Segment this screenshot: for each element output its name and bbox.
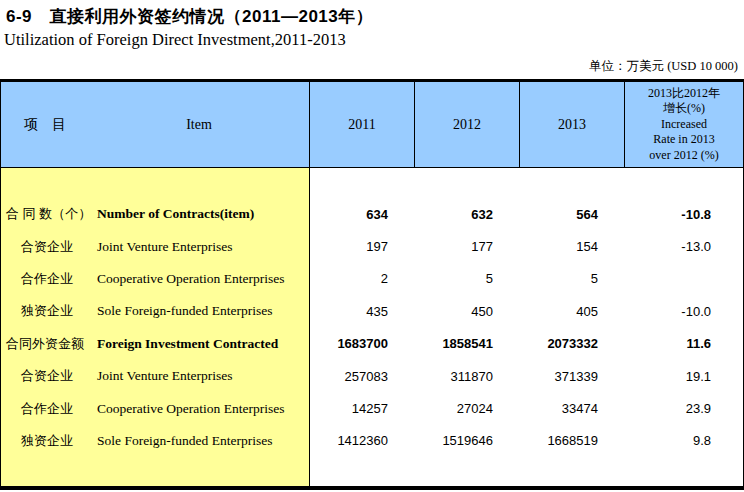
value-growth: 9.8	[624, 433, 743, 448]
value-2013: 154	[519, 239, 624, 254]
table-row: 合作企业 Cooperative Operation Enterprises 1…	[1, 392, 743, 424]
table-row: 独资企业 Sole Foreign-funded Enterprises 435…	[1, 295, 743, 327]
row-label-en: Foreign Investment Contracted	[89, 336, 309, 352]
value-growth: 19.1	[624, 369, 743, 384]
value-growth: 11.6	[624, 336, 743, 351]
value-2012: 177	[414, 239, 519, 254]
row-label-en: Sole Foreign-funded Enterprises	[89, 303, 309, 319]
header-growth-rate: 2013比2012年 增长(%) Increased Rate in 2013 …	[624, 82, 743, 167]
value-growth: -10.8	[624, 207, 743, 222]
header-year-2012: 2012	[414, 82, 519, 167]
value-2013: 371339	[519, 369, 624, 384]
header-growth-line-1: 2013比2012年	[625, 86, 743, 102]
value-2011: 1412360	[309, 433, 414, 448]
table-row: 合作企业 Cooperative Operation Enterprises 2…	[1, 263, 743, 295]
value-2013: 1668519	[519, 433, 624, 448]
value-2012: 5	[414, 271, 519, 286]
row-label-cn: 合资企业	[1, 367, 89, 385]
header-growth-line-5: over 2012 (%)	[625, 148, 743, 164]
row-label-en: Joint Venture Enterprises	[89, 239, 309, 255]
value-2011: 1683700	[309, 336, 414, 351]
row-label-cn: 合作企业	[1, 270, 89, 288]
table-row: 合 同 数（个） Number of Contracts(item) 634 6…	[1, 198, 743, 230]
table-title-chinese: 6-9 直接利用外资签约情况（2011—2013年）	[6, 5, 373, 28]
value-2012: 1858541	[414, 336, 519, 351]
row-label-en: Joint Venture Enterprises	[89, 368, 309, 384]
value-2011: 435	[309, 304, 414, 319]
table-body: 合 同 数（个） Number of Contracts(item) 634 6…	[1, 168, 743, 486]
fdi-table: 项 目 Item 2011 2012 2013 2013比2012年 增长(%)…	[0, 79, 744, 490]
header-year-2011: 2011	[309, 82, 414, 167]
row-label-cn: 独资企业	[1, 302, 89, 320]
value-2012: 27024	[414, 401, 519, 416]
row-label-en: Sole Foreign-funded Enterprises	[89, 433, 309, 449]
value-2013: 564	[519, 207, 624, 222]
value-2012: 632	[414, 207, 519, 222]
row-label-cn: 独资企业	[1, 432, 89, 450]
table-row: 合同外资金额 Foreign Investment Contracted 168…	[1, 328, 743, 360]
row-label-cn: 合作企业	[1, 400, 89, 418]
row-label-cn: 合同外资金额	[1, 335, 89, 353]
table-row: 独资企业 Sole Foreign-funded Enterprises 141…	[1, 425, 743, 457]
value-2012: 1519646	[414, 433, 519, 448]
row-label-en: Cooperative Operation Enterprises	[89, 401, 309, 417]
value-2013: 2073332	[519, 336, 624, 351]
header-item-cell: 项 目 Item	[1, 82, 309, 167]
header-growth-line-2: 增长(%)	[625, 101, 743, 117]
value-2011: 634	[309, 207, 414, 222]
row-label-cn: 合 同 数（个）	[1, 205, 89, 223]
table-row: 合资企业 Joint Venture Enterprises 257083 31…	[1, 360, 743, 392]
value-2012: 450	[414, 304, 519, 319]
header-growth-line-3: Increased	[625, 117, 743, 133]
value-2013: 33474	[519, 401, 624, 416]
value-2011: 197	[309, 239, 414, 254]
value-growth: -10.0	[624, 304, 743, 319]
value-2011: 257083	[309, 369, 414, 384]
table-rows: 合 同 数（个） Number of Contracts(item) 634 6…	[1, 198, 743, 457]
header-year-2013: 2013	[519, 82, 624, 167]
value-2011: 2	[309, 271, 414, 286]
table-row: 合资企业 Joint Venture Enterprises 197 177 1…	[1, 230, 743, 262]
value-2013: 5	[519, 271, 624, 286]
value-growth: -13.0	[624, 239, 743, 254]
value-2013: 405	[519, 304, 624, 319]
row-label-cn: 合资企业	[1, 238, 89, 256]
table-header-row: 项 目 Item 2011 2012 2013 2013比2012年 增长(%)…	[1, 82, 743, 168]
row-label-en: Cooperative Operation Enterprises	[89, 271, 309, 287]
value-2012: 311870	[414, 369, 519, 384]
header-item-label-cn: 项 目	[1, 116, 89, 134]
table-title-english: Utilization of Foreign Direct Investment…	[4, 30, 346, 50]
header-item-label-en: Item	[89, 117, 309, 133]
value-growth: 23.9	[624, 401, 743, 416]
unit-note: 单位：万美元 (USD 10 000)	[589, 58, 738, 75]
header-growth-line-4: Rate in 2013	[625, 132, 743, 148]
row-label-en: Number of Contracts(item)	[89, 206, 309, 222]
value-2011: 14257	[309, 401, 414, 416]
